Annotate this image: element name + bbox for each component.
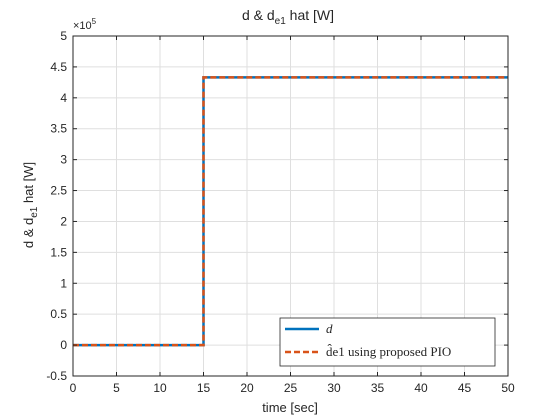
y-multiplier: ×105: [73, 17, 97, 32]
x-tick-label: 10: [153, 381, 167, 395]
x-tick-label: 40: [414, 381, 428, 395]
y-multiplier-base: ×10: [73, 20, 92, 32]
y-tick-label: 3.5: [50, 122, 67, 136]
legend-label-d: d: [326, 321, 333, 336]
y-tick-label: -0.5: [46, 369, 67, 383]
chart-title-main: d & d: [242, 7, 275, 23]
legend-label-de1: d̂e1 using proposed PIO: [326, 344, 451, 359]
x-tick-label: 35: [371, 381, 385, 395]
y-axis-label-sub: e1: [29, 206, 40, 218]
x-axis-label: time [sec]: [262, 400, 318, 415]
x-tick-label: 45: [458, 381, 472, 395]
x-tick-label: 25: [284, 381, 298, 395]
y-tick-label: 5: [60, 29, 67, 43]
x-tick-label: 30: [327, 381, 341, 395]
x-tick-label: 5: [113, 381, 120, 395]
y-tick-label: 3: [60, 153, 67, 167]
x-tick-label: 20: [240, 381, 254, 395]
y-tick-label: 1: [60, 276, 67, 290]
chart-title: d & de1 hat [W]: [242, 7, 334, 27]
y-tick-label: 4.5: [50, 60, 67, 74]
x-tick-label: 15: [197, 381, 211, 395]
chart-title-rest: hat [W]: [286, 7, 334, 23]
y-tick-label: 2: [60, 214, 67, 228]
x-tick-label: 0: [70, 381, 77, 395]
chart-title-sub: e1: [275, 16, 287, 27]
y-axis-label-main: d & d: [21, 218, 36, 248]
x-tick-label: 50: [501, 381, 515, 395]
y-multiplier-exponent: 5: [92, 17, 97, 26]
y-tick-label: 0: [60, 338, 67, 352]
y-axis-label: d & de1 hat [W]: [21, 162, 40, 248]
legend-box: [279, 317, 496, 367]
y-tick-label: 0.5: [50, 307, 67, 321]
ticks: 0 5 10 15 20 25 30 35 40 45 50-0.500.511.522.533.5…: [46, 29, 515, 395]
series-line-1: [73, 76, 508, 347]
y-tick-label: 4: [60, 91, 67, 105]
y-axis-label-rest: hat [W]: [21, 162, 36, 207]
series-group: [73, 76, 508, 347]
y-tick-label: 1.5: [50, 245, 67, 259]
y-tick-label: 2.5: [50, 184, 67, 198]
legend: d d̂e1 using proposed PIO: [279, 317, 496, 367]
